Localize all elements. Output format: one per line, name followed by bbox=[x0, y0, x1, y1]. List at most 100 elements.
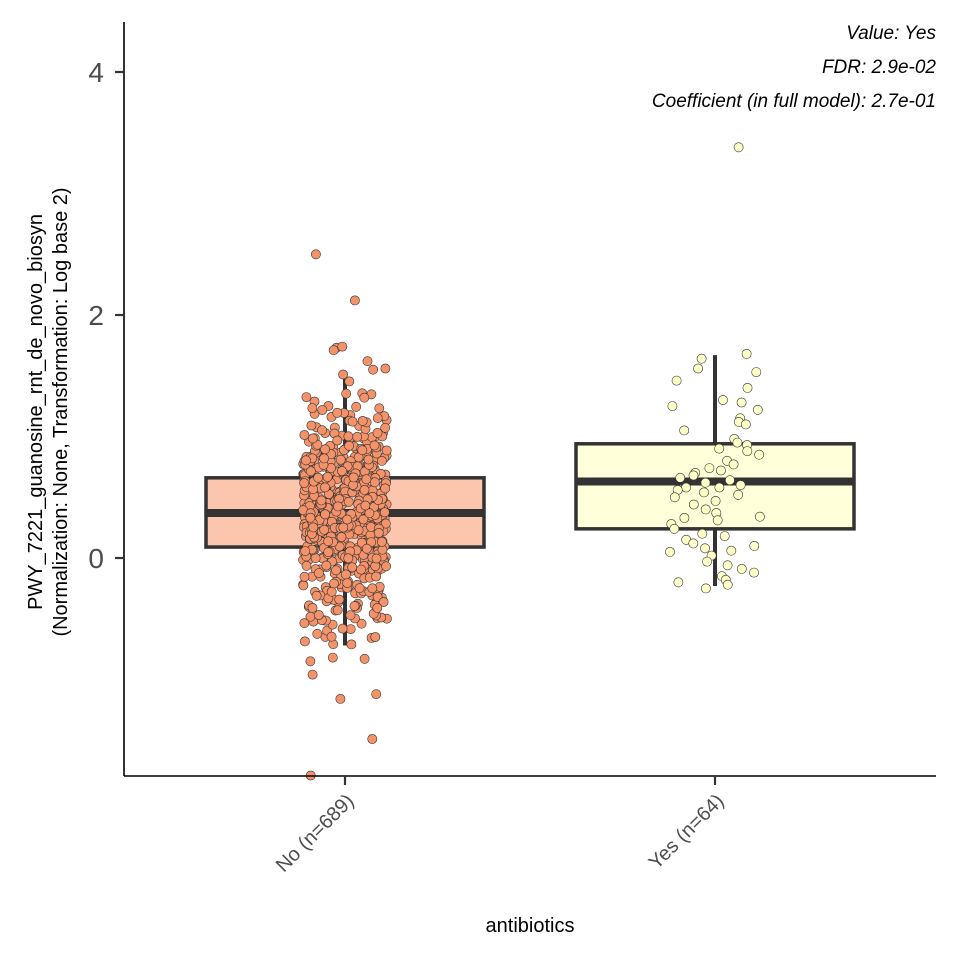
data-point bbox=[675, 472, 686, 483]
data-point bbox=[306, 420, 317, 431]
data-point bbox=[367, 734, 378, 744]
data-point bbox=[359, 392, 370, 403]
data-point bbox=[722, 579, 733, 590]
data-point bbox=[344, 440, 354, 451]
data-point bbox=[369, 440, 380, 451]
data-point bbox=[728, 459, 739, 470]
data-point bbox=[342, 514, 353, 525]
data-point bbox=[679, 425, 690, 436]
data-point bbox=[697, 528, 708, 539]
data-point bbox=[317, 425, 327, 436]
data-point bbox=[700, 543, 710, 554]
data-point bbox=[322, 471, 333, 482]
data-point bbox=[380, 422, 391, 433]
data-point bbox=[361, 543, 372, 554]
data-point bbox=[300, 546, 311, 556]
data-point bbox=[376, 536, 387, 547]
data-point bbox=[313, 610, 324, 620]
data-point bbox=[699, 487, 709, 498]
data-point bbox=[714, 482, 725, 493]
data-point bbox=[665, 547, 675, 557]
data-point bbox=[343, 431, 354, 442]
data-point bbox=[381, 445, 392, 456]
data-point bbox=[313, 472, 323, 483]
data-point bbox=[380, 483, 391, 494]
data-point bbox=[669, 523, 680, 534]
data-point bbox=[299, 478, 310, 488]
data-point bbox=[347, 416, 358, 427]
data-point bbox=[374, 403, 385, 414]
y-tick-label: 4 bbox=[88, 57, 104, 88]
data-point bbox=[741, 348, 752, 359]
data-point bbox=[331, 565, 341, 576]
data-point bbox=[372, 603, 383, 613]
data-point bbox=[372, 413, 383, 423]
data-point bbox=[321, 560, 332, 571]
data-point bbox=[334, 594, 345, 605]
data-point bbox=[742, 446, 753, 456]
data-point bbox=[307, 603, 318, 613]
data-point bbox=[688, 538, 699, 549]
data-point bbox=[335, 454, 346, 465]
data-point bbox=[704, 463, 715, 473]
data-point bbox=[351, 401, 362, 412]
x-tick-label: Yes (n=64) bbox=[645, 790, 729, 874]
data-point bbox=[371, 571, 381, 582]
data-point bbox=[327, 652, 338, 663]
data-point bbox=[380, 363, 391, 374]
data-point bbox=[357, 445, 368, 456]
data-point bbox=[359, 484, 370, 495]
data-point bbox=[316, 495, 327, 506]
data-point bbox=[696, 353, 707, 364]
data-point bbox=[329, 578, 339, 589]
data-point bbox=[363, 454, 374, 465]
annotation-fdr: FDR: 2.9e-02 bbox=[822, 57, 936, 78]
data-point bbox=[301, 455, 311, 466]
data-point bbox=[346, 639, 357, 650]
data-point bbox=[688, 470, 699, 481]
data-point bbox=[371, 689, 382, 699]
data-point bbox=[700, 504, 711, 515]
data-point bbox=[298, 580, 309, 591]
data-point bbox=[669, 492, 680, 503]
data-point bbox=[740, 419, 751, 430]
x-axis-ticks: No (n=689) Yes (n=64) bbox=[272, 776, 729, 877]
data-point bbox=[345, 624, 356, 634]
data-point bbox=[333, 501, 343, 512]
data-point bbox=[356, 564, 366, 575]
data-point bbox=[688, 499, 699, 510]
annotation-coefficient: Coefficient (in full model): 2.7e-01 bbox=[652, 91, 936, 112]
data-point bbox=[349, 295, 360, 306]
data-point bbox=[342, 578, 353, 588]
data-point bbox=[733, 142, 744, 153]
data-point bbox=[299, 430, 310, 440]
data-point bbox=[335, 694, 346, 704]
data-point bbox=[716, 465, 726, 476]
data-point bbox=[367, 583, 378, 594]
data-point bbox=[364, 508, 375, 519]
data-point bbox=[332, 407, 343, 418]
data-point bbox=[336, 532, 347, 542]
data-point bbox=[371, 553, 382, 564]
y-axis-subtitle: (Normalization: None, Transformation: Lo… bbox=[50, 187, 72, 636]
data-point bbox=[301, 392, 312, 402]
data-point bbox=[312, 628, 323, 639]
data-point bbox=[348, 472, 359, 483]
data-point bbox=[671, 375, 682, 386]
data-point bbox=[381, 561, 391, 572]
data-point bbox=[379, 507, 390, 518]
data-point bbox=[726, 545, 737, 556]
data-point bbox=[305, 466, 316, 477]
data-point bbox=[307, 403, 318, 413]
data-point bbox=[326, 586, 337, 597]
data-point bbox=[732, 437, 743, 448]
data-point bbox=[332, 435, 343, 446]
data-point bbox=[679, 513, 690, 523]
data-point bbox=[380, 518, 391, 529]
data-point bbox=[307, 433, 318, 444]
data-point bbox=[725, 475, 735, 486]
data-point bbox=[305, 656, 316, 667]
data-point bbox=[722, 560, 733, 571]
data-point bbox=[305, 512, 316, 523]
data-point bbox=[733, 489, 744, 500]
